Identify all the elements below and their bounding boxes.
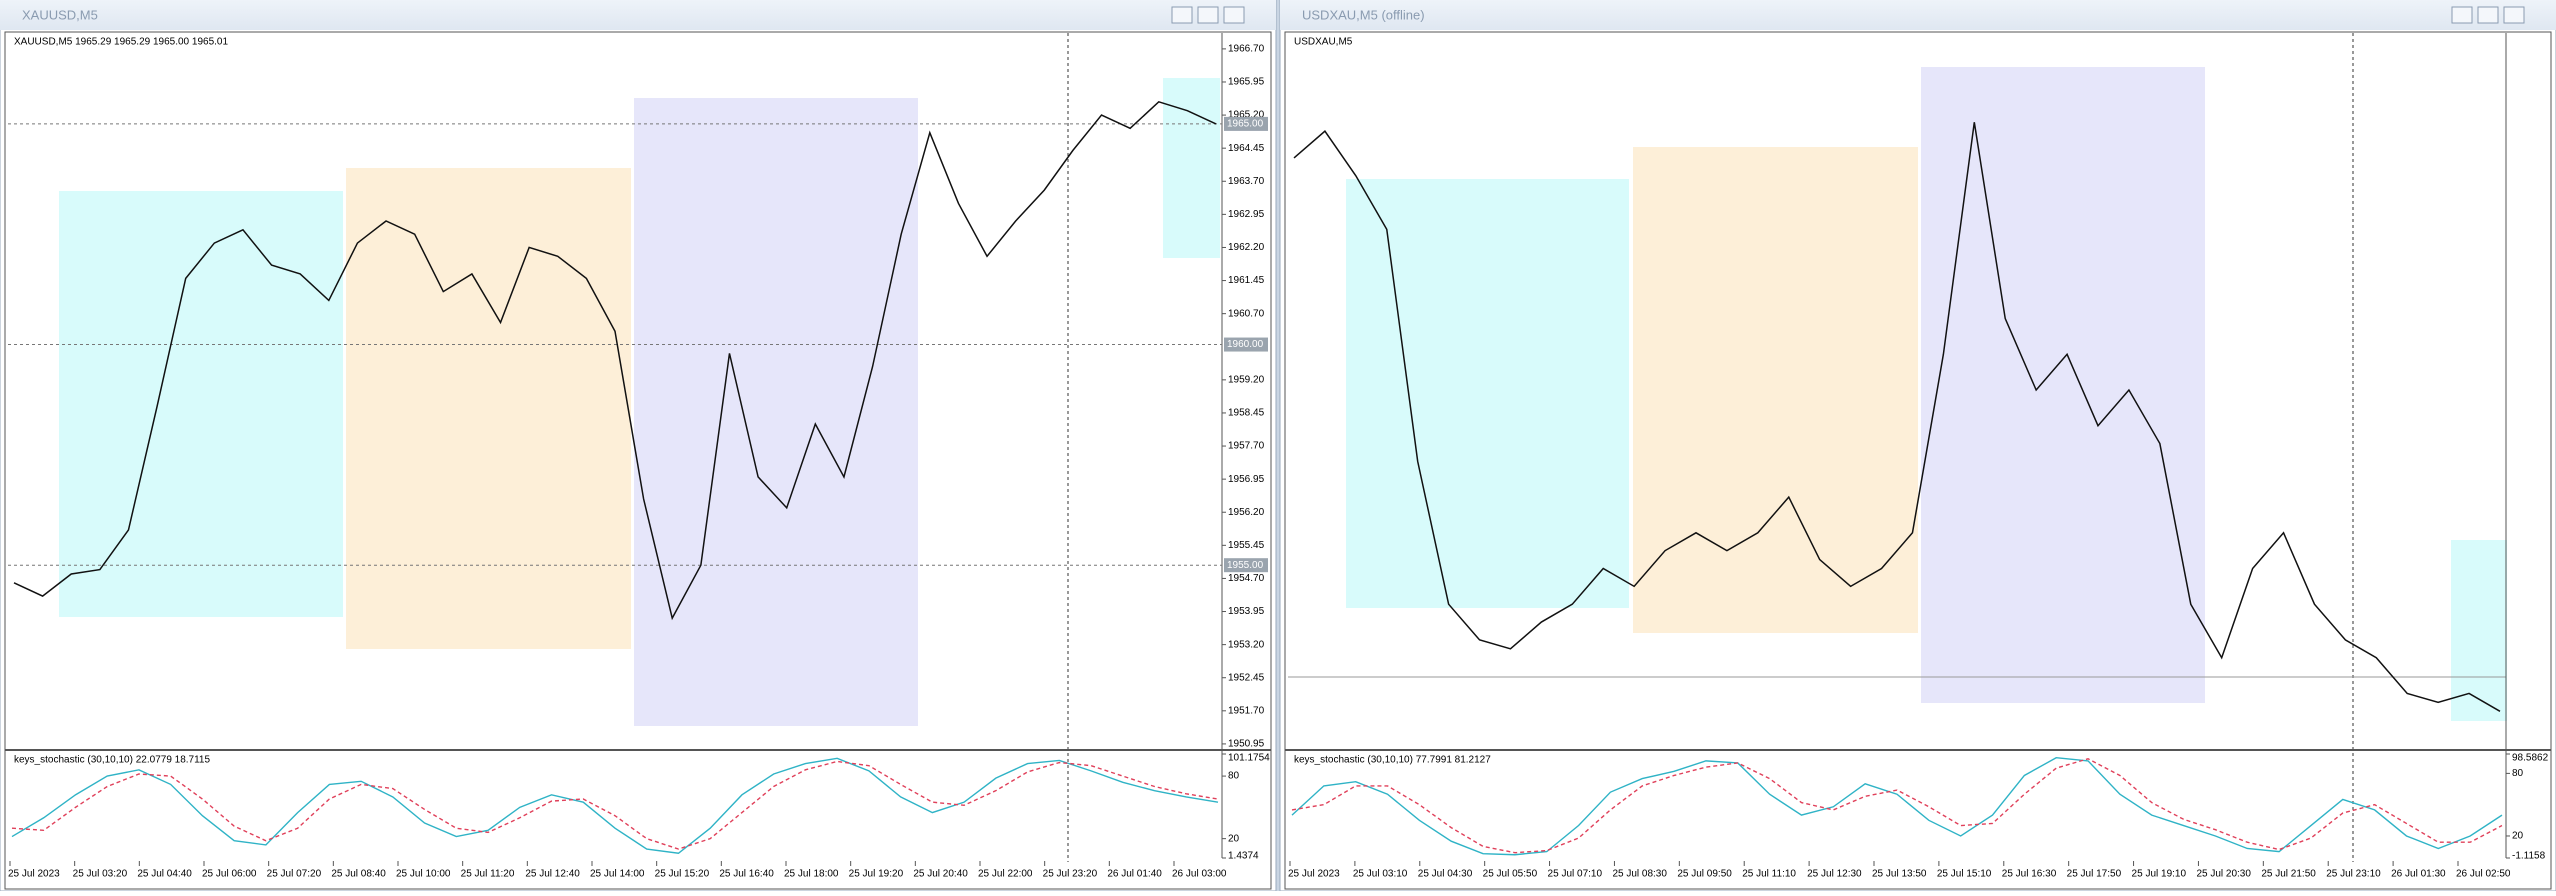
x-tick-label: 26 Jul 03:00 — [1172, 869, 1227, 880]
x-tick-label: 25 Jul 03:10 — [1353, 869, 1408, 880]
y-tick-label: 1961.45 — [1228, 275, 1265, 286]
x-tick-label: 25 Jul 19:20 — [849, 869, 904, 880]
indicator-label: keys_stochastic (30,10,10) 22.0779 18.71… — [14, 755, 210, 766]
window-title: USDXAU,M5 (offline) — [1302, 7, 1425, 22]
x-tick-label: 25 Jul 21:50 — [2261, 869, 2316, 880]
window-title: XAUUSD,M5 — [22, 7, 98, 22]
indicator-tick-label: 80 — [1228, 771, 1240, 782]
x-tick-label: 25 Jul 05:50 — [1483, 869, 1538, 880]
stochastic-signal — [11, 760, 1219, 850]
x-tick-label: 25 Jul 04:30 — [1418, 869, 1473, 880]
y-tick-label: 1955.45 — [1228, 540, 1265, 551]
chart-info: XAUUSD,M5 1965.29 1965.29 1965.00 1965.0… — [14, 37, 228, 48]
y-tick-label: 1965.95 — [1228, 77, 1265, 88]
y-tick-label: 1962.95 — [1228, 209, 1265, 220]
indicator-tick-label: 80 — [2512, 768, 2524, 779]
x-tick-label: 25 Jul 14:00 — [590, 869, 645, 880]
y-tick-label: 1966.70 — [1228, 44, 1265, 55]
indicator-tick-label: 101.1754 — [1228, 753, 1270, 764]
x-tick-label: 26 Jul 02:50 — [2456, 869, 2511, 880]
y-tick-label: 1952.45 — [1228, 672, 1265, 683]
y-tick-label: 1956.20 — [1228, 507, 1265, 518]
x-tick-label: 25 Jul 23:10 — [2326, 869, 2381, 880]
price-level-box — [1224, 116, 1268, 131]
minimize-button[interactable] — [1171, 6, 1193, 24]
maximize-button[interactable] — [1197, 6, 1219, 24]
indicator-tick-label: -1.1158 — [2512, 851, 2546, 862]
x-tick-label: 25 Jul 17:50 — [2067, 869, 2122, 880]
price-line — [13, 100, 1217, 621]
indicator-tick-label: 1.4374 — [1228, 851, 1259, 862]
y-tick-label: 1963.70 — [1228, 176, 1265, 187]
x-tick-label: 25 Jul 18:00 — [784, 869, 839, 880]
x-tick-label: 25 Jul 11:10 — [1742, 869, 1796, 880]
x-tick-label: 25 Jul 19:10 — [2132, 869, 2187, 880]
price-level-label: 1965.00 — [1227, 119, 1264, 130]
x-tick-label: 25 Jul 06:00 — [202, 869, 257, 880]
x-tick-label: 26 Jul 01:40 — [1107, 869, 1162, 880]
y-tick-label: 1959.20 — [1228, 374, 1265, 385]
x-tick-label: 25 Jul 12:30 — [1807, 869, 1862, 880]
y-tick-label: 1958.45 — [1228, 408, 1265, 419]
x-tick-label: 25 Jul 15:10 — [1937, 869, 1992, 880]
window-right — [1279, 0, 2556, 892]
x-tick-label: 25 Jul 07:10 — [1548, 869, 1603, 880]
price-level-label: 1960.00 — [1227, 339, 1264, 350]
close-button[interactable] — [2503, 6, 2525, 24]
x-tick-label: 25 Jul 04:40 — [137, 869, 192, 880]
y-tick-label: 1965.20 — [1228, 110, 1265, 121]
indicator-tick-label: 20 — [1228, 833, 1240, 844]
x-tick-label: 25 Jul 20:30 — [2196, 869, 2251, 880]
indicator-label: keys_stochastic (30,10,10) 77.7991 81.21… — [1294, 755, 1491, 766]
x-tick-label: 25 Jul 2023 — [1288, 869, 1340, 880]
x-tick-label: 25 Jul 16:30 — [2002, 869, 2057, 880]
window-left — [0, 0, 1277, 892]
price-level-label: 1955.00 — [1227, 560, 1264, 571]
x-tick-label: 25 Jul 08:30 — [1612, 869, 1667, 880]
y-tick-label: 1953.95 — [1228, 606, 1265, 617]
x-tick-label: 26 Jul 01:30 — [2391, 869, 2446, 880]
x-tick-label: 25 Jul 09:50 — [1677, 869, 1732, 880]
y-tick-label: 1950.95 — [1228, 739, 1265, 750]
price-line — [1293, 122, 2501, 712]
close-button[interactable] — [1223, 6, 1245, 24]
maximize-button[interactable] — [2477, 6, 2499, 24]
x-tick-label: 25 Jul 11:20 — [461, 869, 515, 880]
x-tick-label: 25 Jul 10:00 — [396, 869, 451, 880]
x-tick-label: 25 Jul 07:20 — [267, 869, 322, 880]
stochastic-main — [1291, 757, 2503, 856]
x-tick-label: 25 Jul 08:40 — [331, 869, 386, 880]
y-tick-label: 1954.70 — [1228, 573, 1265, 584]
x-tick-label: 25 Jul 16:40 — [719, 869, 774, 880]
x-tick-label: 25 Jul 03:20 — [73, 869, 128, 880]
price-level-box — [1224, 337, 1268, 352]
y-tick-label: 1960.70 — [1228, 308, 1265, 319]
indicator-tick-label: 98.5862 — [2512, 753, 2549, 764]
y-tick-label: 1956.95 — [1228, 474, 1265, 485]
chart-info: USDXAU,M5 — [1294, 37, 1353, 48]
y-tick-label: 1951.70 — [1228, 705, 1265, 716]
x-tick-label: 25 Jul 2023 — [8, 869, 60, 880]
x-tick-label: 25 Jul 23:20 — [1043, 869, 1098, 880]
stochastic-main — [11, 757, 1219, 854]
y-tick-label: 1962.20 — [1228, 242, 1265, 253]
x-tick-label: 25 Jul 15:20 — [655, 869, 710, 880]
x-tick-label: 25 Jul 22:00 — [978, 869, 1033, 880]
price-level-box — [1224, 558, 1268, 573]
x-tick-label: 25 Jul 13:50 — [1872, 869, 1927, 880]
indicator-tick-label: 20 — [2512, 831, 2524, 842]
minimize-button[interactable] — [2451, 6, 2473, 24]
x-tick-label: 25 Jul 20:40 — [913, 869, 968, 880]
y-tick-label: 1953.20 — [1228, 639, 1265, 650]
stochastic-signal — [1291, 758, 2503, 854]
y-tick-label: 1964.45 — [1228, 143, 1265, 154]
x-tick-label: 25 Jul 12:40 — [525, 869, 580, 880]
y-tick-label: 1957.70 — [1228, 441, 1265, 452]
